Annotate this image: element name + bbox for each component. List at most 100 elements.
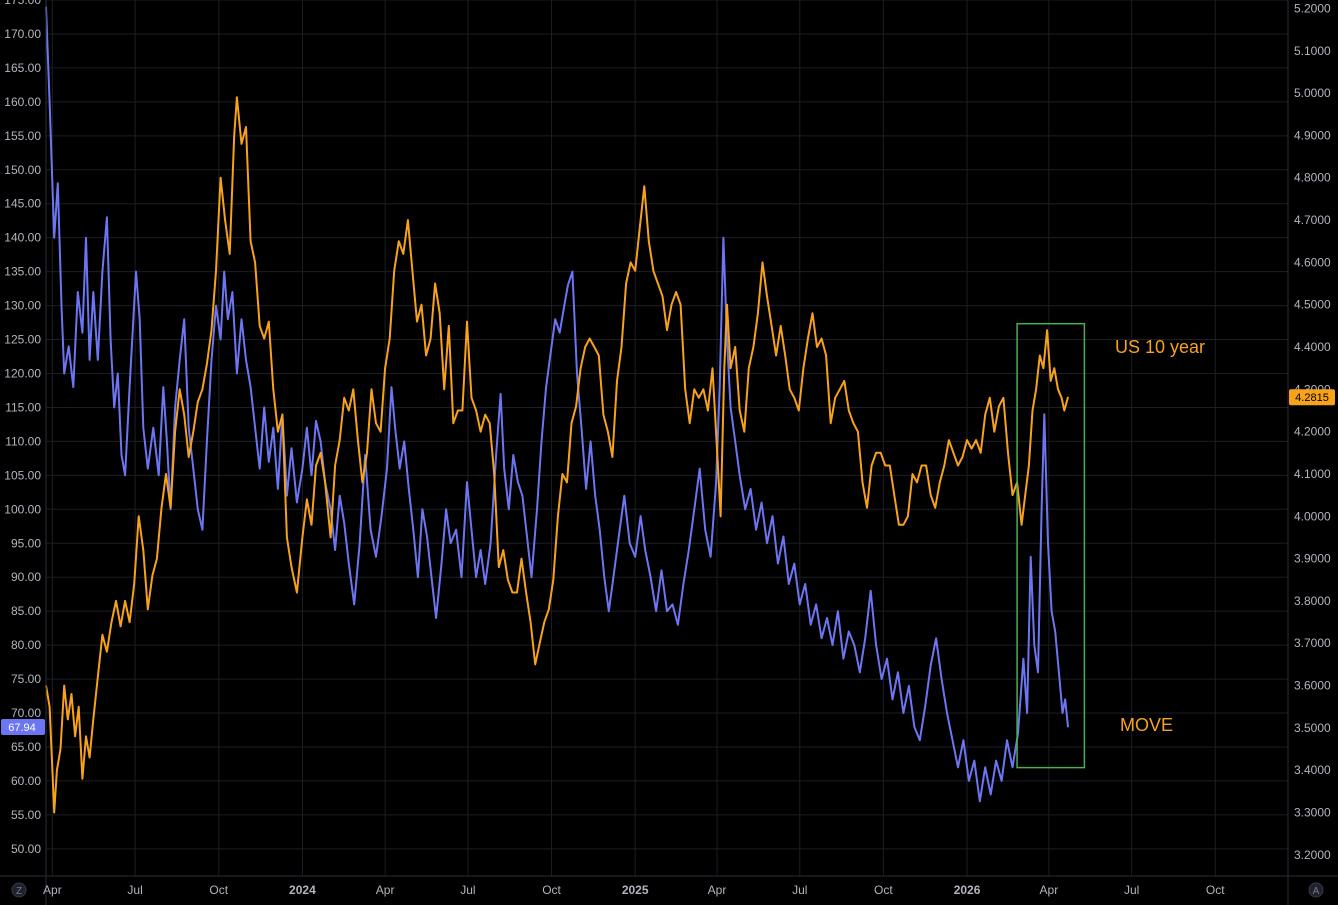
- data-point: [704, 529, 706, 531]
- data-point: [188, 456, 190, 458]
- data-point: [775, 354, 777, 357]
- right-tick-label: 4.0000: [1294, 509, 1331, 523]
- auto-scale-button-left[interactable]: Z: [11, 882, 27, 898]
- data-point: [540, 440, 543, 442]
- data-point: [475, 576, 477, 578]
- time-tick-label: Apr: [708, 883, 727, 897]
- data-point: [752, 346, 755, 348]
- data-point: [53, 237, 55, 239]
- data-point: [245, 359, 247, 361]
- data-point: [623, 495, 625, 497]
- data-point: [334, 549, 336, 551]
- data-point: [842, 658, 845, 660]
- data-point: [236, 96, 238, 98]
- data-point: [943, 464, 945, 467]
- time-tick-label: 2025: [622, 883, 649, 897]
- data-point: [1054, 630, 1056, 633]
- data-point: [880, 452, 882, 454]
- left-tick-label: 150.00: [4, 163, 41, 177]
- data-point: [870, 590, 872, 592]
- left-tick-label: 140.00: [4, 231, 41, 245]
- right-tick-label: 3.7000: [1294, 636, 1331, 650]
- data-point: [1061, 712, 1064, 714]
- data-point: [72, 386, 74, 388]
- data-point: [780, 325, 782, 327]
- move-last-value-badge: 67.94: [1, 719, 45, 735]
- auto-scale-button-right[interactable]: A: [1308, 882, 1324, 898]
- data-point: [771, 515, 774, 517]
- data-point: [49, 101, 51, 103]
- data-point: [640, 515, 642, 517]
- data-point: [941, 678, 943, 680]
- data-point: [866, 507, 868, 509]
- data-point: [939, 481, 941, 483]
- data-point: [734, 346, 736, 348]
- data-point: [1001, 780, 1003, 782]
- data-point: [435, 617, 437, 619]
- data-point: [380, 431, 382, 433]
- data-point: [281, 414, 283, 416]
- data-point: [755, 529, 757, 531]
- data-point: [655, 610, 657, 612]
- data-point: [952, 452, 955, 454]
- data-point: [526, 535, 528, 538]
- data-point: [394, 427, 396, 429]
- data-point: [589, 338, 591, 340]
- data-point: [443, 388, 445, 390]
- right-tick-label: 4.2000: [1294, 425, 1331, 439]
- data-point: [490, 542, 492, 544]
- right-tick-label: 4.4000: [1294, 340, 1331, 354]
- left-tick-label: 120.00: [4, 366, 41, 380]
- data-point: [688, 549, 690, 551]
- data-point: [1064, 698, 1066, 701]
- data-point: [571, 271, 574, 273]
- data-point: [348, 409, 350, 412]
- data-point: [810, 624, 812, 626]
- data-point: [315, 420, 317, 422]
- left-tick-label: 95.00: [11, 536, 41, 550]
- data-point: [511, 591, 513, 594]
- data-point: [503, 468, 505, 470]
- data-point: [852, 422, 855, 424]
- right-axis[interactable]: 3.2000 3.3000 3.4000 3.5000 3.6000 3.7000 3.80…: [1294, 1, 1331, 861]
- data-point: [734, 440, 736, 442]
- data-point: [777, 563, 779, 565]
- data-point: [1002, 397, 1005, 399]
- data-point: [652, 270, 655, 272]
- data-point: [277, 488, 279, 490]
- svg-text:A: A: [1313, 886, 1320, 897]
- left-tick-label: 160.00: [4, 95, 41, 109]
- time-tick-label: Oct: [542, 883, 561, 897]
- data-point: [259, 468, 261, 470]
- data-point: [968, 780, 970, 782]
- data-point: [650, 576, 652, 578]
- data-point: [206, 363, 208, 365]
- time-tick-label: Oct: [874, 883, 893, 897]
- data-point: [881, 678, 883, 680]
- data-point: [484, 414, 486, 416]
- data-point: [166, 440, 168, 442]
- time-axis[interactable]: Apr Jul Oct 2024 Apr Jul Oct 2025 Apr Jul Oct 2026 A…: [43, 883, 1225, 897]
- data-point: [831, 644, 834, 646]
- data-point: [215, 270, 217, 272]
- data-point: [224, 219, 226, 221]
- data-point: [630, 261, 632, 263]
- data-point: [124, 600, 126, 602]
- data-point: [245, 126, 247, 128]
- move-annotation: MOVE: [1120, 715, 1173, 735]
- data-point: [402, 253, 404, 255]
- left-tick-label: 130.00: [4, 299, 41, 313]
- data-point: [584, 346, 586, 348]
- data-point: [1067, 726, 1069, 728]
- left-axis[interactable]: 50.00 55.00 60.00 65.00 70.00 75.00 80.00 85.00…: [4, 0, 41, 856]
- data-point: [916, 481, 918, 483]
- data-point: [320, 452, 322, 454]
- data-point: [984, 766, 986, 768]
- data-point: [343, 522, 345, 524]
- data-point: [268, 461, 270, 463]
- data-point: [570, 422, 573, 424]
- data-point: [957, 464, 959, 467]
- time-tick-label: Jul: [792, 883, 807, 897]
- data-point: [450, 542, 452, 544]
